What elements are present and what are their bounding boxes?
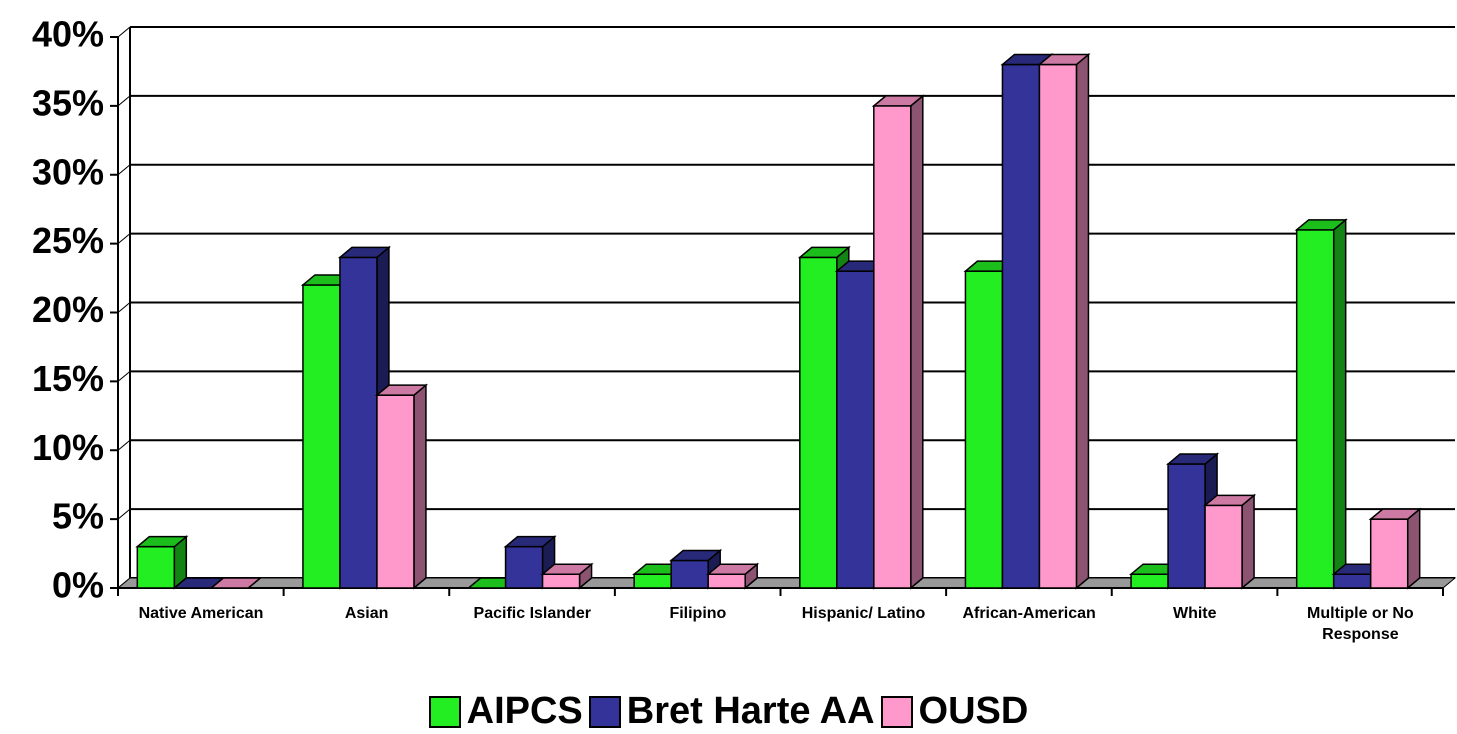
- wall-edge: [117, 439, 131, 451]
- bar-front: [1001, 63, 1041, 589]
- bar: [706, 562, 760, 590]
- bar-side: [1332, 218, 1347, 590]
- legend-swatch: [428, 695, 461, 728]
- legend-label: AIPCS: [466, 690, 583, 732]
- bar-front: [1167, 463, 1206, 589]
- legend-item: OUSD: [880, 690, 1029, 733]
- bar-front: [1038, 63, 1078, 589]
- bar: [135, 535, 189, 590]
- bar-top: [797, 246, 851, 259]
- bar: [540, 562, 594, 590]
- bar-front: [541, 573, 581, 589]
- y-tick-label: 30%: [32, 151, 104, 192]
- y-tick-label: 0%: [52, 565, 104, 606]
- bar-top: [135, 535, 189, 548]
- bar: [1294, 218, 1348, 590]
- bar: [1368, 507, 1422, 590]
- bar-top: [1165, 453, 1220, 465]
- x-tick-label: Native American: [138, 605, 264, 622]
- y-tick-label: 20%: [32, 289, 104, 330]
- bar-top: [209, 577, 263, 589]
- wall-edge: [117, 302, 131, 313]
- bar-front: [1204, 504, 1243, 589]
- bar-front: [799, 256, 838, 589]
- bar-front: [504, 545, 544, 589]
- bar-top: [871, 95, 925, 107]
- legend-swatch: [588, 695, 621, 728]
- bar-side: [1241, 493, 1255, 590]
- wall-edge: [117, 164, 131, 176]
- wall-edge: [117, 95, 131, 107]
- legend: AIPCS Bret Harte AA OUSD: [0, 690, 1457, 734]
- bar-front: [1295, 229, 1335, 589]
- y-tick-label: 5%: [52, 496, 104, 537]
- bar-front: [633, 573, 672, 589]
- bar: [1202, 493, 1257, 590]
- bar-top: [1037, 53, 1091, 66]
- bar-side: [1075, 52, 1090, 590]
- bar-top: [1368, 508, 1422, 520]
- bar-front: [707, 573, 746, 589]
- bar-top: [1294, 219, 1348, 231]
- bar: [209, 577, 263, 589]
- x-tick-label: Pacific Islander: [473, 605, 591, 622]
- x-tick-label: Hispanic/ Latino: [801, 605, 926, 622]
- x-tick-label: Filipino: [669, 605, 727, 622]
- x-tick-label: White: [1172, 605, 1217, 622]
- legend-label: OUSD: [918, 690, 1029, 732]
- bar-front: [1332, 573, 1372, 589]
- bar-top: [540, 563, 594, 575]
- bar-side: [413, 383, 427, 590]
- y-tick-label: 15%: [32, 358, 104, 399]
- bar-side: [910, 94, 924, 590]
- bar-top: [337, 246, 392, 259]
- bar-front: [836, 270, 875, 589]
- bar-top: [1202, 494, 1257, 507]
- y-tick-label: 35%: [32, 82, 104, 123]
- y-tick-label: 40%: [32, 14, 104, 55]
- x-tick-label: Asian: [344, 605, 389, 622]
- x-tick-label: Multiple or No Response: [1307, 605, 1414, 643]
- legend-label: Bret Harte AA: [626, 690, 875, 732]
- y-tick-label: 25%: [32, 220, 104, 261]
- bar: [871, 94, 925, 590]
- bar-top: [669, 549, 723, 562]
- wall-edge: [117, 508, 131, 520]
- wall-edge: [117, 233, 131, 245]
- bar-top: [374, 384, 429, 396]
- bar-front: [1369, 518, 1409, 589]
- bar-front: [670, 559, 709, 589]
- legend-swatch: [880, 695, 913, 728]
- bar-front: [1130, 573, 1169, 589]
- bar: [1037, 52, 1091, 590]
- legend-item: Bret Harte AA: [588, 690, 875, 733]
- wall-edge: [117, 26, 131, 38]
- bar: [374, 383, 429, 590]
- bar-front: [873, 105, 912, 589]
- wall-edge: [117, 370, 131, 382]
- bar-front: [302, 284, 341, 589]
- bar-top: [503, 535, 557, 548]
- bar-front: [964, 270, 1004, 589]
- bar-top: [706, 563, 760, 575]
- bar-front: [339, 256, 378, 589]
- x-tick-label: African-American: [962, 605, 1096, 622]
- legend-item: AIPCS: [428, 690, 583, 733]
- y-tick-label: 10%: [32, 427, 104, 468]
- bar-front: [376, 394, 415, 589]
- bar-front: [136, 545, 176, 589]
- bar-side: [1406, 507, 1421, 590]
